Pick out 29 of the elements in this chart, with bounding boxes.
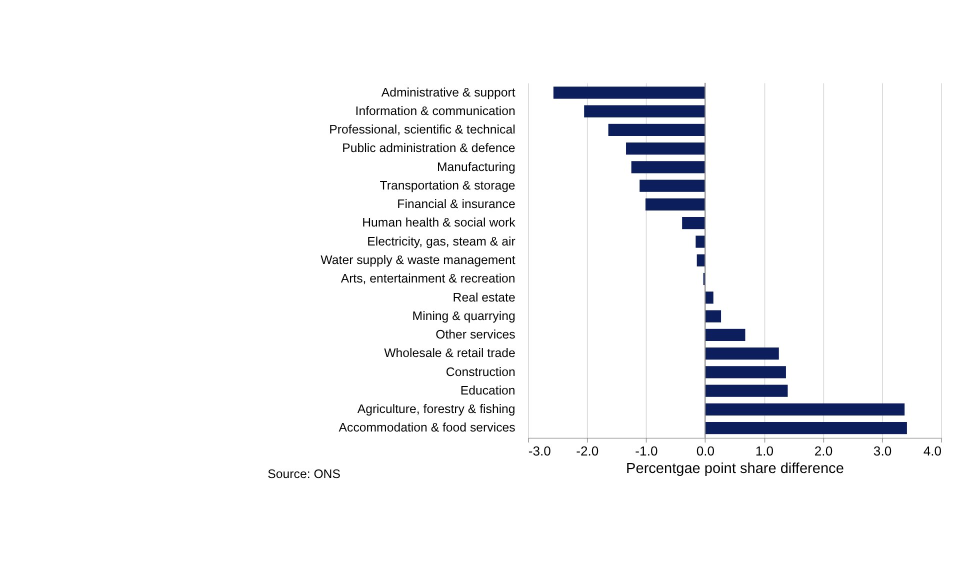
y-tick-label: Administrative & support [381,85,516,100]
x-tick-label: 4.0 [923,444,942,459]
x-tick-label: 3.0 [873,444,892,459]
y-tick-label: Arts, entertainment & recreation [340,272,516,286]
y-tick-label: Financial & insurance [397,197,516,212]
x-tick-label: 1.0 [755,444,774,459]
y-tick-label: Manufacturing [436,160,516,174]
y-tick-label: Water supply & waste management [320,253,516,267]
source-note: Source: ONS [268,466,340,481]
y-tick-label: Agriculture, forestry & fishing [357,402,516,416]
y-tick-label: Transportation & storage [380,178,516,192]
y-tick-label: Electricity, gas, steam & air [367,234,516,248]
y-tick-label: Wholesale & retail trade [384,346,516,360]
y-tick-label: Human health & social work [362,216,516,230]
y-tick-label: Information & communication [355,104,516,118]
x-tick-label: 2.0 [814,444,833,459]
x-tick-label: -3.0 [528,444,551,459]
x-tick-label: 0.0 [696,444,715,459]
y-tick-label: Professional, scientific & technical [329,122,516,137]
x-axis-title: Percentgae point share difference [626,461,844,478]
y-tick-label: Education [460,383,516,398]
x-tick-label: -1.0 [635,444,658,459]
y-tick-label: Mining & quarrying [412,308,516,323]
y-tick-label: Other services [436,328,516,342]
y-tick-label: Real estate [452,290,516,304]
y-tick-label: Construction [446,364,516,379]
y-tick-label: Accommodation & food services [338,420,516,435]
x-tick-label: -2.0 [576,444,599,459]
y-tick-label: Public administration & defence [342,141,516,156]
